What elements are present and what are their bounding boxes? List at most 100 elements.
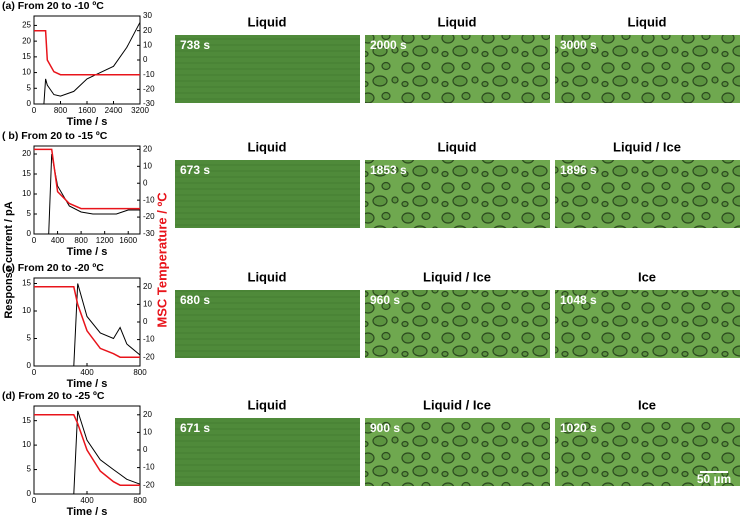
- x-tick-label: 400: [80, 368, 94, 377]
- chart-title: ( b) From 20 to -15 ºC: [2, 130, 108, 142]
- y-tick-label: 15: [22, 52, 31, 61]
- chart-title: (d) From 20 to -25 ºC: [2, 390, 105, 402]
- image-time: 738 s: [180, 38, 210, 52]
- series-line: [34, 410, 141, 495]
- micrograph: [555, 290, 740, 358]
- y2-tick-label: 30: [143, 11, 152, 20]
- y-tick-label: 0: [27, 229, 32, 238]
- x-axis-label: Time / s: [67, 246, 108, 258]
- image-state: Liquid: [438, 14, 477, 29]
- y-tick-label: 10: [22, 440, 31, 449]
- series-line: [34, 153, 140, 235]
- image-state: Liquid: [248, 139, 287, 154]
- image-state: Liquid / Ice: [423, 269, 491, 284]
- image-state: Liquid: [248, 269, 287, 284]
- series-line: [34, 22, 141, 105]
- x-tick-label: 2400: [105, 106, 123, 115]
- x-tick-label: 800: [54, 106, 68, 115]
- y-tick-label: 5: [27, 465, 32, 474]
- y-tick-label: 10: [22, 189, 31, 198]
- x-axis-label: Time / s: [67, 378, 108, 390]
- y-tick-label: 0: [27, 489, 32, 498]
- x-tick-label: 0: [32, 496, 37, 505]
- image-state: Ice: [638, 397, 656, 412]
- y-tick-label: 15: [22, 416, 31, 425]
- x-tick-label: 1200: [96, 236, 114, 245]
- image-time: 673 s: [180, 163, 210, 177]
- image-state: Liquid: [248, 14, 287, 29]
- image-time: 960 s: [370, 293, 400, 307]
- micrograph: [555, 35, 740, 103]
- image-time: 900 s: [370, 421, 400, 435]
- plot-frame: [33, 145, 141, 235]
- image-time: 1853 s: [370, 163, 407, 177]
- x-tick-label: 3200: [131, 106, 149, 115]
- y2-tick-label: -20: [143, 352, 155, 361]
- x-tick-label: 800: [133, 368, 147, 377]
- x-tick-label: 400: [51, 236, 65, 245]
- image-time: 671 s: [180, 421, 210, 435]
- x-tick-label: 800: [133, 496, 147, 505]
- micrograph: [365, 35, 550, 103]
- x-tick-label: 0: [32, 368, 37, 377]
- y2-tick-label: -30: [143, 229, 155, 238]
- y2-tick-label: -10: [143, 195, 155, 204]
- x-axis-label: Time / s: [67, 506, 108, 518]
- x-tick-label: 0: [32, 236, 37, 245]
- y-axis-label: Response current / pA: [3, 201, 15, 318]
- series-line: [34, 29, 140, 76]
- x-tick-label: 800: [74, 236, 88, 245]
- image-time: 3000 s: [560, 38, 597, 52]
- y-tick-label: 20: [22, 149, 31, 158]
- y2-tick-label: 10: [143, 428, 152, 437]
- micrograph: [555, 418, 740, 486]
- x-tick-label: 0: [32, 106, 37, 115]
- x-tick-label: 1600: [78, 106, 96, 115]
- image-state: Liquid: [438, 139, 477, 154]
- y-tick-label: 20: [22, 36, 31, 45]
- plot-frame: [33, 277, 141, 367]
- y-tick-label: 10: [22, 68, 31, 77]
- x-axis-label: Time / s: [67, 116, 108, 128]
- series-line: [34, 148, 140, 210]
- y2-tick-label: 0: [143, 55, 148, 64]
- micrograph: [365, 290, 550, 358]
- image-state: Liquid: [628, 14, 667, 29]
- y2-tick-label: -20: [143, 480, 155, 489]
- y-tick-label: 15: [22, 279, 31, 288]
- chart-title: (a) From 20 to -10 ºC: [2, 0, 104, 12]
- y2-tick-label: 20: [143, 26, 152, 35]
- y-tick-label: 5: [27, 209, 32, 218]
- image-time: 680 s: [180, 293, 210, 307]
- image-time: 1896 s: [560, 163, 597, 177]
- y-tick-label: 0: [27, 361, 32, 370]
- y2-tick-label: -10: [143, 335, 155, 344]
- micrograph: [175, 418, 360, 486]
- y2-tick-label: 20: [143, 410, 152, 419]
- y-tick-label: 5: [27, 334, 32, 343]
- image-time: 1048 s: [560, 293, 597, 307]
- series-line: [34, 414, 140, 486]
- series-line: [34, 286, 140, 358]
- y2-axis-label: MSC Temperature / ºC: [154, 192, 169, 328]
- y2-tick-label: -10: [143, 70, 155, 79]
- micrograph: [175, 35, 360, 103]
- y2-tick-label: 10: [143, 161, 152, 170]
- micrograph: [175, 290, 360, 358]
- y-tick-label: 15: [22, 169, 31, 178]
- image-state: Liquid / Ice: [423, 397, 491, 412]
- micrograph: [175, 160, 360, 228]
- y-tick-label: 25: [22, 21, 31, 30]
- micrograph: [365, 418, 550, 486]
- micrograph: [365, 160, 550, 228]
- y2-tick-label: 0: [143, 445, 148, 454]
- x-tick-label: 400: [80, 496, 94, 505]
- chart-title: (c) From 20 to -20 ºC: [2, 262, 104, 274]
- image-state: Liquid: [248, 397, 287, 412]
- y2-tick-label: -10: [143, 463, 155, 472]
- y-tick-label: 10: [22, 306, 31, 315]
- scale-bar-label: 50 µm: [697, 472, 731, 486]
- image-time: 2000 s: [370, 38, 407, 52]
- series-line: [34, 283, 141, 367]
- y2-tick-label: -30: [143, 99, 155, 108]
